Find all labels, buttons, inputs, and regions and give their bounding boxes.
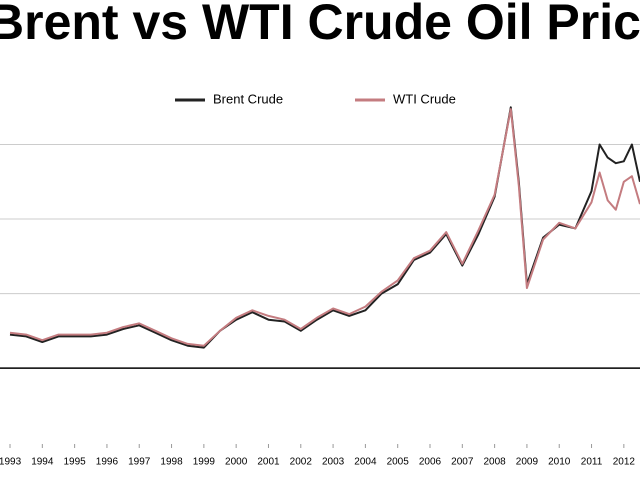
- legend-label: Brent Crude: [213, 91, 283, 106]
- series-line: [9, 108, 640, 347]
- series-line: [9, 106, 640, 349]
- x-tick-label: 2007: [451, 457, 474, 468]
- x-tick-label: 1993: [0, 457, 22, 468]
- x-tick-label: 1996: [96, 457, 119, 468]
- x-tick-label: 2006: [419, 457, 442, 468]
- x-tick-label: 2010: [548, 457, 571, 468]
- x-tick-label: 2001: [257, 457, 280, 468]
- x-tick-label: 1995: [64, 457, 87, 468]
- x-tick-label: 2009: [516, 457, 539, 468]
- x-tick-label: 2000: [225, 457, 248, 468]
- x-tick-label: 1994: [31, 457, 54, 468]
- chart-title: Brent vs WTI Crude Oil Prices: [0, 0, 640, 50]
- x-tick-label: 1999: [193, 457, 216, 468]
- x-tick-label: 2008: [483, 457, 506, 468]
- x-tick-label: 2004: [354, 457, 377, 468]
- x-tick-label: 2005: [387, 457, 410, 468]
- x-tick-label: 1998: [160, 457, 183, 468]
- legend-label: WTI Crude: [393, 91, 456, 106]
- x-tick-label: 2002: [290, 457, 313, 468]
- x-tick-label: 2011: [581, 457, 603, 468]
- x-tick-label: 2012: [613, 457, 636, 468]
- x-tick-label: 2003: [322, 457, 345, 468]
- x-tick-label: 1997: [128, 457, 151, 468]
